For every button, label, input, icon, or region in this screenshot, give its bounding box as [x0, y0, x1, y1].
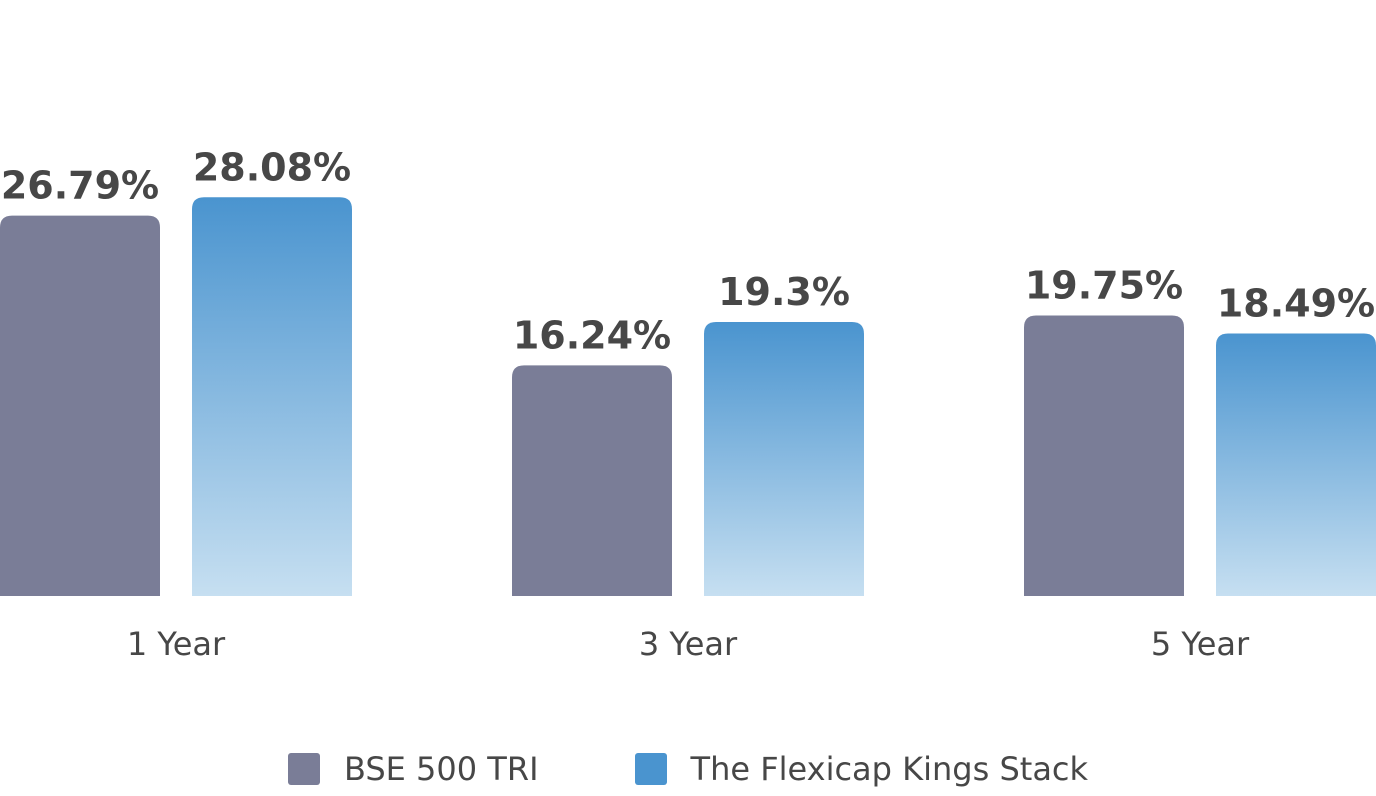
- legend-item-bse-500-tri: BSE 500 TRI: [287, 750, 539, 788]
- value-label-bse-500-tri-1-year: 26.79%: [1, 164, 159, 208]
- legend-item-flexicap-kings-stack: The Flexicap Kings Stack: [634, 750, 1089, 788]
- legend-label-flexicap-kings-stack: The Flexicap Kings Stack: [690, 750, 1089, 788]
- bar-bse-500-tri-3-year: [512, 365, 672, 596]
- bar-the-flexicap-kings-stack-1-year: [192, 197, 352, 596]
- bar-bse-500-tri-5-year: [1024, 315, 1184, 596]
- bar-bse-500-tri-1-year: [0, 215, 160, 596]
- bars-layer: [0, 197, 1376, 596]
- bar-the-flexicap-kings-stack-3-year: [704, 321, 864, 596]
- category-label-5-year: 5 Year: [1151, 625, 1250, 663]
- legend-swatch-bse-500-tri: [287, 753, 320, 785]
- bar-the-flexicap-kings-stack-5-year: [1216, 333, 1376, 596]
- value-label-bse-500-tri-5-year: 19.75%: [1025, 264, 1183, 308]
- legend-swatch-flexicap-kings-stack: [634, 753, 667, 785]
- value-label-bse-500-tri-3-year: 16.24%: [513, 313, 671, 357]
- legend-label-bse-500-tri: BSE 500 TRI: [343, 750, 539, 788]
- value-label-the-flexicap-kings-stack-3-year: 19.3%: [718, 270, 850, 314]
- legend: BSE 500 TRI The Flexicap Kings Stack: [0, 745, 1376, 793]
- category-label-1-year: 1 Year: [127, 625, 226, 663]
- value-label-the-flexicap-kings-stack-1-year: 28.08%: [193, 145, 351, 189]
- category-label-3-year: 3 Year: [639, 625, 738, 663]
- value-label-the-flexicap-kings-stack-5-year: 18.49%: [1217, 281, 1375, 325]
- labels-layer: 26.79% 28.08% 1 Year 16.24% 19.3% 3 Year 19.75…: [1, 145, 1375, 663]
